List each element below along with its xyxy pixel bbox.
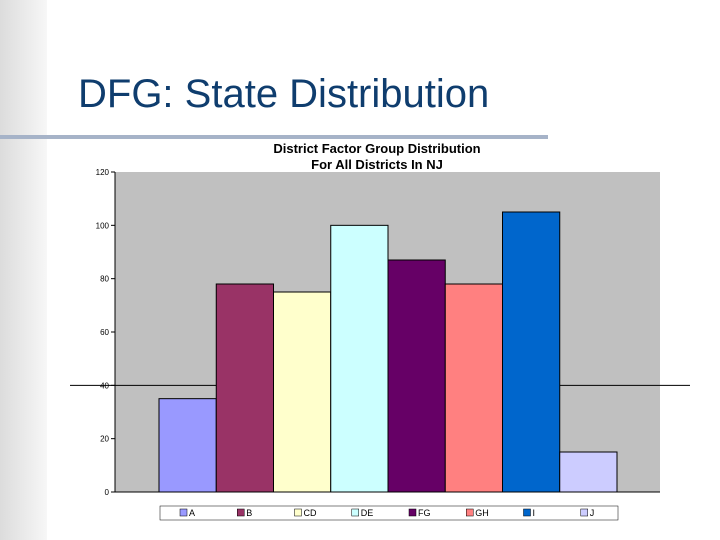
legend: A B CD DE FG GH I J (159, 505, 619, 521)
legend-swatch-gh (466, 508, 474, 517)
chart-title-line-1: District Factor Group Distribution (273, 141, 480, 156)
y-tick-label: 120 (96, 168, 110, 177)
legend-swatch-i (523, 508, 531, 517)
bar-fg (387, 259, 446, 493)
bar-a (158, 398, 217, 493)
legend-label-gh: GH (475, 508, 489, 518)
legend-label-fg: FG (418, 508, 431, 518)
y-tick-label: 60 (100, 328, 109, 337)
legend-label-cd: CD (304, 508, 317, 518)
legend-label-i: I (533, 508, 536, 518)
legend-swatch-fg (408, 508, 417, 517)
legend-swatch-cd (294, 508, 302, 517)
bar-gh (444, 283, 503, 493)
legend-swatch-de (351, 508, 359, 517)
y-tick-label: 20 (100, 435, 109, 444)
legend-label-b: B (246, 508, 252, 518)
legend-label-j: J (590, 508, 595, 518)
legend-label-de: DE (361, 508, 374, 518)
left-decorative-strip (0, 0, 47, 540)
legend-swatch-a (179, 508, 188, 517)
bar-de (330, 224, 389, 493)
bars (158, 211, 618, 493)
chart-title-line-2: For All Districts In NJ (311, 157, 443, 172)
y-tick-label: 80 (100, 275, 109, 284)
legend-label-a: A (189, 508, 195, 518)
legend-swatch-b (237, 508, 245, 517)
bar-j (559, 451, 618, 493)
bar-cd (273, 291, 332, 493)
y-tick-label: 100 (96, 221, 110, 230)
legend-box (159, 505, 619, 521)
legend-swatch-j (580, 508, 588, 517)
y-tick-label: 0 (105, 488, 110, 497)
title-underline (0, 135, 548, 139)
bar-b (215, 283, 274, 493)
slide-title: DFG: State Distribution (78, 72, 490, 116)
bar-i (502, 211, 561, 493)
